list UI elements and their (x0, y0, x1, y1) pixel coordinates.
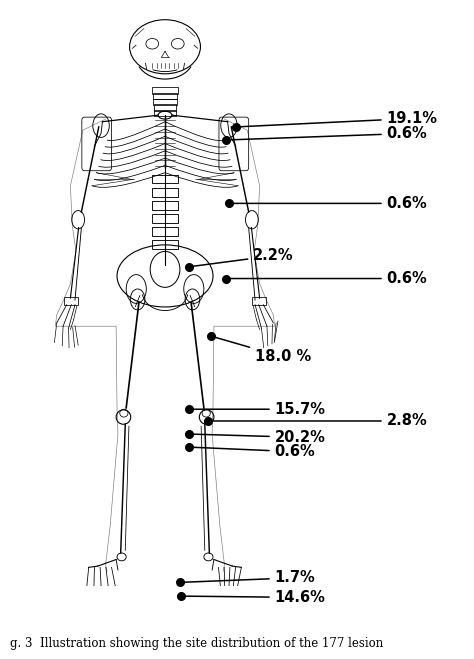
Text: 15.7%: 15.7% (192, 402, 326, 416)
Bar (153, 93, 177, 100)
Bar (64, 297, 78, 304)
Bar (153, 98, 177, 105)
Bar (152, 241, 178, 249)
Text: 2.8%: 2.8% (210, 413, 428, 428)
Text: g. 3  Illustration showing the site distribution of the 177 lesion: g. 3 Illustration showing the site distr… (9, 637, 383, 650)
Text: 20.2%: 20.2% (192, 430, 326, 445)
Text: 0.6%: 0.6% (228, 271, 428, 286)
Text: 0.6%: 0.6% (232, 196, 428, 211)
Bar (152, 214, 178, 223)
Bar (152, 87, 178, 94)
Text: 1.7%: 1.7% (183, 570, 316, 585)
Bar (252, 297, 265, 304)
Text: 19.1%: 19.1% (238, 111, 438, 127)
Bar (152, 175, 178, 183)
Text: 0.6%: 0.6% (192, 444, 316, 459)
Bar (152, 227, 178, 236)
Bar (152, 188, 178, 196)
Bar (152, 201, 178, 210)
Bar (154, 104, 176, 111)
Bar (154, 110, 176, 117)
Text: 18.0 %: 18.0 % (213, 337, 311, 364)
Text: 0.6%: 0.6% (228, 126, 428, 141)
Text: 14.6%: 14.6% (184, 590, 326, 605)
Text: 2.2%: 2.2% (192, 248, 294, 266)
